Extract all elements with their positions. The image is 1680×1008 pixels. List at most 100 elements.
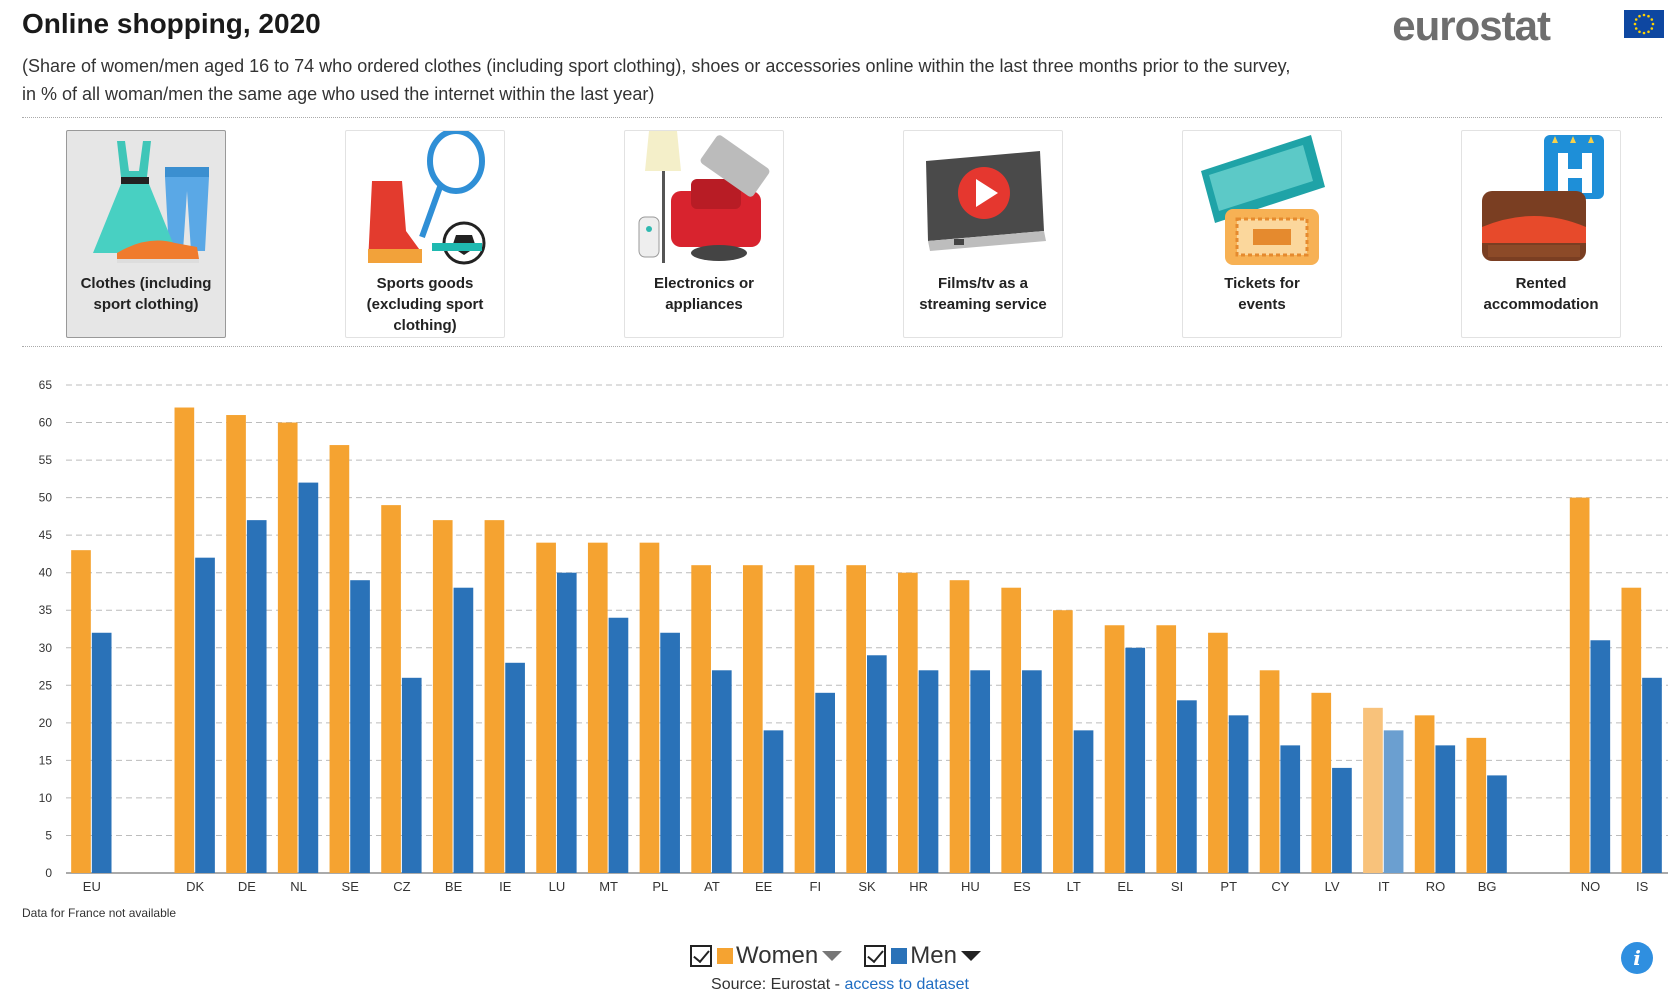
bar-men-nl[interactable] <box>298 482 319 873</box>
men-dropdown-icon[interactable] <box>960 951 981 961</box>
men-checkbox[interactable] <box>864 945 887 967</box>
x-tick-label: EE <box>755 879 773 894</box>
bar-men-it[interactable] <box>1383 730 1404 873</box>
bar-women-ee[interactable] <box>742 565 763 873</box>
bar-men-cy[interactable] <box>1280 745 1301 873</box>
y-tick-label: 10 <box>39 791 53 805</box>
eurostat-logo[interactable]: eurostat <box>1392 2 1551 49</box>
bar-women-lt[interactable] <box>1053 610 1073 873</box>
tile-clothes[interactable]: Clothes (including sport clothing) <box>66 130 226 338</box>
bar-men-lt[interactable] <box>1073 730 1094 873</box>
source-prefix: Source: Eurostat - <box>711 976 845 993</box>
bar-women-pt[interactable] <box>1208 632 1228 873</box>
info-icon[interactable]: i <box>1621 942 1653 974</box>
bar-men-lu[interactable] <box>556 572 577 873</box>
bar-men-de[interactable] <box>246 520 267 873</box>
bar-men-ro[interactable] <box>1435 745 1456 873</box>
bar-men-hu[interactable] <box>970 670 991 873</box>
x-tick-label: IS <box>1636 879 1649 894</box>
bar-women-es[interactable] <box>1001 587 1022 873</box>
tile-label-line: (excluding sport <box>366 296 484 313</box>
bar-men-eu[interactable] <box>91 632 112 873</box>
bar-men-mt[interactable] <box>608 617 629 873</box>
bar-men-sk[interactable] <box>867 655 887 873</box>
bar-men-el[interactable] <box>1125 647 1146 873</box>
bar-men-ee[interactable] <box>763 730 784 873</box>
tile-label-line: Rented <box>1515 275 1567 292</box>
tile-label: Sports goods (excluding sport clothing) <box>350 273 500 336</box>
legend: Women Men <box>690 938 1003 974</box>
x-tick-label: HU <box>961 879 980 894</box>
bar-women-ie[interactable] <box>484 520 505 873</box>
x-tick-label: EU <box>83 879 101 894</box>
bar-women-el[interactable] <box>1104 625 1125 873</box>
bar-men-be[interactable] <box>453 587 474 873</box>
bar-women-bg[interactable] <box>1466 737 1487 873</box>
x-tick-label: DK <box>186 879 204 894</box>
bar-women-cz[interactable] <box>381 505 401 873</box>
bar-women-no[interactable] <box>1569 497 1590 873</box>
bar-women-fi[interactable] <box>794 565 815 873</box>
bar-women-be[interactable] <box>432 520 453 873</box>
bar-women-it[interactable] <box>1363 707 1383 873</box>
y-tick-label: 50 <box>39 491 53 505</box>
bar-women-cy[interactable] <box>1259 670 1280 873</box>
bar-women-si[interactable] <box>1156 625 1177 873</box>
bar-women-mt[interactable] <box>587 542 608 873</box>
chart-subtitle: (Share of women/men aged 16 to 74 who or… <box>22 52 1522 108</box>
legend-men-label[interactable]: Men <box>910 942 957 969</box>
x-tick-label: DE <box>238 879 256 894</box>
women-checkbox[interactable] <box>690 945 712 967</box>
bar-men-is[interactable] <box>1642 677 1662 873</box>
subtitle-line-1: (Share of women/men aged 16 to 74 who or… <box>22 56 1291 76</box>
legend-women-label[interactable]: Women <box>736 942 819 969</box>
x-tick-label: SK <box>858 879 876 894</box>
bar-men-cz[interactable] <box>401 677 422 873</box>
bar-women-lv[interactable] <box>1311 692 1332 873</box>
tile-tickets[interactable]: Tickets for events <box>1182 130 1342 338</box>
dataset-link[interactable]: access to dataset <box>844 976 969 993</box>
tile-streaming[interactable]: Films/tv as a streaming service <box>903 130 1063 338</box>
bar-women-dk[interactable] <box>174 407 195 873</box>
bar-women-de[interactable] <box>226 415 246 873</box>
bar-men-ie[interactable] <box>505 662 525 873</box>
top-divider <box>22 117 1662 118</box>
x-tick-label: LT <box>1067 879 1081 894</box>
bar-men-pt[interactable] <box>1228 715 1249 873</box>
bar-men-dk[interactable] <box>195 557 215 873</box>
bar-women-eu[interactable] <box>71 550 91 873</box>
bar-men-hr[interactable] <box>918 670 939 873</box>
bar-women-ro[interactable] <box>1414 715 1435 873</box>
bar-men-fi[interactable] <box>815 692 835 873</box>
y-tick-label: 0 <box>45 866 52 880</box>
x-tick-label: MT <box>599 879 618 894</box>
bar-men-at[interactable] <box>711 670 732 873</box>
bar-women-at[interactable] <box>691 565 711 873</box>
bar-women-nl[interactable] <box>277 422 298 873</box>
tile-accommodation[interactable]: Rented accommodation <box>1461 130 1621 338</box>
x-tick-label: EL <box>1117 879 1133 894</box>
bar-men-no[interactable] <box>1590 640 1611 873</box>
tile-electronics[interactable]: Electronics or appliances <box>624 130 784 338</box>
x-tick-label: NL <box>290 879 307 894</box>
hotel-icon <box>1482 135 1604 261</box>
tile-label-line: Clothes (including <box>80 275 212 292</box>
bar-men-lv[interactable] <box>1332 767 1352 873</box>
bar-men-si[interactable] <box>1177 700 1197 873</box>
bar-men-es[interactable] <box>1022 670 1042 873</box>
bar-women-lu[interactable] <box>536 542 556 873</box>
bar-men-pl[interactable] <box>660 632 680 873</box>
bar-women-hr[interactable] <box>898 572 918 873</box>
y-tick-label: 40 <box>39 566 53 580</box>
bar-women-sk[interactable] <box>846 565 866 873</box>
tile-sports-goods[interactable]: Sports goods (excluding sport clothing) <box>345 130 505 338</box>
bar-women-is[interactable] <box>1621 587 1642 873</box>
bar-men-se[interactable] <box>350 580 370 873</box>
bar-women-se[interactable] <box>329 445 350 873</box>
bar-women-pl[interactable] <box>639 542 660 873</box>
bar-women-hu[interactable] <box>949 580 970 873</box>
x-tick-label: LU <box>549 879 566 894</box>
bar-men-bg[interactable] <box>1487 775 1507 873</box>
y-tick-label: 45 <box>39 528 53 542</box>
women-dropdown-icon[interactable] <box>822 951 843 961</box>
